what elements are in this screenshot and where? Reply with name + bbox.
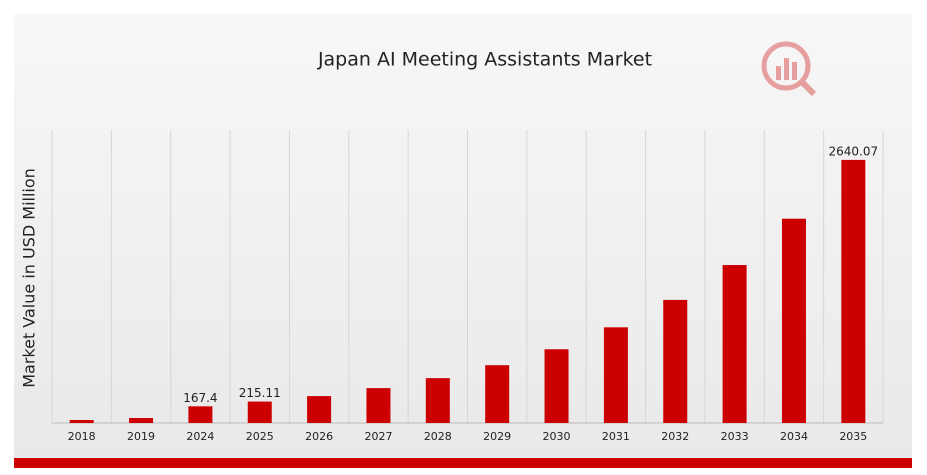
x-tick-label: 2026 <box>305 430 333 443</box>
bar <box>129 418 154 423</box>
bar <box>663 299 688 423</box>
x-tick-label: 2019 <box>127 430 155 443</box>
x-tick-label: 2033 <box>721 430 749 443</box>
footer-band <box>14 458 912 468</box>
x-tick-label: 2035 <box>839 430 867 443</box>
x-tick-label: 2029 <box>483 430 511 443</box>
logo <box>761 41 817 97</box>
x-tick-label: 2032 <box>661 430 689 443</box>
bar <box>781 218 806 423</box>
x-tick-label: 2034 <box>780 430 808 443</box>
data-label: 167.4 <box>183 391 217 405</box>
bar <box>425 378 450 423</box>
x-tick-label: 2027 <box>364 430 392 443</box>
bar <box>69 420 94 423</box>
x-tick-label: 2018 <box>68 430 96 443</box>
x-tick-label: 2031 <box>602 430 630 443</box>
bar <box>603 327 628 423</box>
bar <box>188 406 213 423</box>
bar <box>366 388 391 423</box>
y-axis-label: Market Value in USD Million <box>20 168 39 388</box>
bar <box>722 265 747 423</box>
bar <box>485 365 510 423</box>
x-tick-label: 2030 <box>543 430 571 443</box>
data-label: 2640.07 <box>829 144 879 158</box>
chart-title: Japan AI Meeting Assistants Market <box>317 49 652 71</box>
bar <box>544 349 569 423</box>
bar <box>247 401 272 423</box>
bar <box>841 159 866 423</box>
x-tick-label: 2024 <box>186 430 214 443</box>
x-tick-label: 2025 <box>246 430 274 443</box>
data-label: 215.11 <box>239 386 281 400</box>
chart-background <box>14 14 912 458</box>
bar <box>307 396 332 423</box>
x-tick-label: 2028 <box>424 430 452 443</box>
